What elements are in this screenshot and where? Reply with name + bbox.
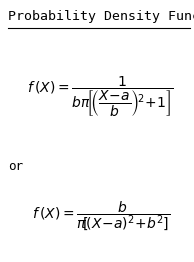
Text: $f\,(X)=\dfrac{1}{b\pi\!\left[\!\left(\dfrac{X\!-\!a}{b}\right)^{\!2}\!+\!1\righ: $f\,(X)=\dfrac{1}{b\pi\!\left[\!\left(\d… xyxy=(28,75,174,119)
Text: Probability Density Function: Probability Density Function xyxy=(8,10,194,24)
Text: $f\,(X)=\dfrac{b}{\pi\!\left[\!(X\!-\!a)^{2}\!+\!b^{2}\right]}$: $f\,(X)=\dfrac{b}{\pi\!\left[\!(X\!-\!a)… xyxy=(32,200,170,233)
Text: or: or xyxy=(8,160,23,173)
